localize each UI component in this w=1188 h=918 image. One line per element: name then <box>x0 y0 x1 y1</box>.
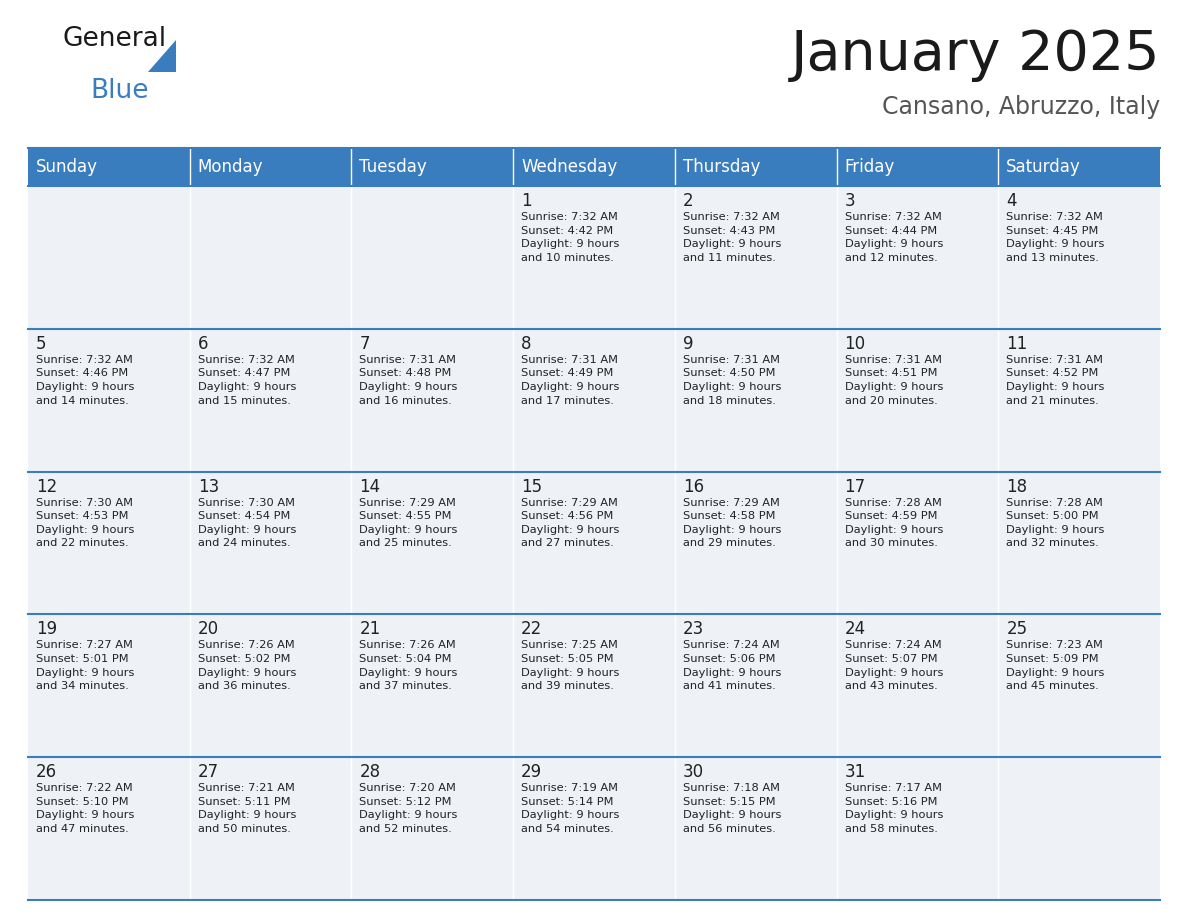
Text: 11: 11 <box>1006 335 1028 353</box>
Text: Sunrise: 7:24 AM
Sunset: 5:06 PM
Daylight: 9 hours
and 41 minutes.: Sunrise: 7:24 AM Sunset: 5:06 PM Dayligh… <box>683 641 782 691</box>
Text: Sunrise: 7:21 AM
Sunset: 5:11 PM
Daylight: 9 hours
and 50 minutes.: Sunrise: 7:21 AM Sunset: 5:11 PM Dayligh… <box>197 783 296 834</box>
Text: 3: 3 <box>845 192 855 210</box>
Text: 23: 23 <box>683 621 704 638</box>
Text: 2: 2 <box>683 192 694 210</box>
Text: Sunrise: 7:20 AM
Sunset: 5:12 PM
Daylight: 9 hours
and 52 minutes.: Sunrise: 7:20 AM Sunset: 5:12 PM Dayligh… <box>360 783 457 834</box>
Text: 28: 28 <box>360 763 380 781</box>
Text: 21: 21 <box>360 621 380 638</box>
Text: Sunrise: 7:29 AM
Sunset: 4:58 PM
Daylight: 9 hours
and 29 minutes.: Sunrise: 7:29 AM Sunset: 4:58 PM Dayligh… <box>683 498 782 548</box>
Text: Sunrise: 7:31 AM
Sunset: 4:50 PM
Daylight: 9 hours
and 18 minutes.: Sunrise: 7:31 AM Sunset: 4:50 PM Dayligh… <box>683 354 782 406</box>
Text: 15: 15 <box>522 477 542 496</box>
Bar <box>29 472 1159 614</box>
Polygon shape <box>148 40 176 72</box>
Text: Sunrise: 7:31 AM
Sunset: 4:49 PM
Daylight: 9 hours
and 17 minutes.: Sunrise: 7:31 AM Sunset: 4:49 PM Dayligh… <box>522 354 619 406</box>
Text: Sunrise: 7:31 AM
Sunset: 4:51 PM
Daylight: 9 hours
and 20 minutes.: Sunrise: 7:31 AM Sunset: 4:51 PM Dayligh… <box>845 354 943 406</box>
Text: 30: 30 <box>683 763 704 781</box>
Text: Sunrise: 7:29 AM
Sunset: 4:56 PM
Daylight: 9 hours
and 27 minutes.: Sunrise: 7:29 AM Sunset: 4:56 PM Dayligh… <box>522 498 619 548</box>
Text: 24: 24 <box>845 621 866 638</box>
Text: Sunrise: 7:17 AM
Sunset: 5:16 PM
Daylight: 9 hours
and 58 minutes.: Sunrise: 7:17 AM Sunset: 5:16 PM Dayligh… <box>845 783 943 834</box>
Text: Sunrise: 7:32 AM
Sunset: 4:45 PM
Daylight: 9 hours
and 13 minutes.: Sunrise: 7:32 AM Sunset: 4:45 PM Dayligh… <box>1006 212 1105 263</box>
Text: 1: 1 <box>522 192 532 210</box>
Text: Sunrise: 7:25 AM
Sunset: 5:05 PM
Daylight: 9 hours
and 39 minutes.: Sunrise: 7:25 AM Sunset: 5:05 PM Dayligh… <box>522 641 619 691</box>
Text: Sunrise: 7:32 AM
Sunset: 4:44 PM
Daylight: 9 hours
and 12 minutes.: Sunrise: 7:32 AM Sunset: 4:44 PM Dayligh… <box>845 212 943 263</box>
Text: 20: 20 <box>197 621 219 638</box>
Text: Sunrise: 7:31 AM
Sunset: 4:52 PM
Daylight: 9 hours
and 21 minutes.: Sunrise: 7:31 AM Sunset: 4:52 PM Dayligh… <box>1006 354 1105 406</box>
Text: Sunrise: 7:22 AM
Sunset: 5:10 PM
Daylight: 9 hours
and 47 minutes.: Sunrise: 7:22 AM Sunset: 5:10 PM Dayligh… <box>36 783 134 834</box>
Text: Sunrise: 7:27 AM
Sunset: 5:01 PM
Daylight: 9 hours
and 34 minutes.: Sunrise: 7:27 AM Sunset: 5:01 PM Dayligh… <box>36 641 134 691</box>
Text: Sunrise: 7:28 AM
Sunset: 4:59 PM
Daylight: 9 hours
and 30 minutes.: Sunrise: 7:28 AM Sunset: 4:59 PM Dayligh… <box>845 498 943 548</box>
Text: 25: 25 <box>1006 621 1028 638</box>
Text: 17: 17 <box>845 477 866 496</box>
Text: Sunrise: 7:30 AM
Sunset: 4:54 PM
Daylight: 9 hours
and 24 minutes.: Sunrise: 7:30 AM Sunset: 4:54 PM Dayligh… <box>197 498 296 548</box>
Text: 31: 31 <box>845 763 866 781</box>
Text: Tuesday: Tuesday <box>360 158 428 176</box>
Text: Sunrise: 7:32 AM
Sunset: 4:43 PM
Daylight: 9 hours
and 11 minutes.: Sunrise: 7:32 AM Sunset: 4:43 PM Dayligh… <box>683 212 782 263</box>
Text: Monday: Monday <box>197 158 264 176</box>
Text: Blue: Blue <box>90 78 148 104</box>
Text: Sunrise: 7:24 AM
Sunset: 5:07 PM
Daylight: 9 hours
and 43 minutes.: Sunrise: 7:24 AM Sunset: 5:07 PM Dayligh… <box>845 641 943 691</box>
Text: 13: 13 <box>197 477 219 496</box>
Bar <box>29 186 1159 329</box>
Text: January 2025: January 2025 <box>790 28 1159 82</box>
Bar <box>29 614 1159 757</box>
Bar <box>29 148 1159 186</box>
Text: Sunrise: 7:31 AM
Sunset: 4:48 PM
Daylight: 9 hours
and 16 minutes.: Sunrise: 7:31 AM Sunset: 4:48 PM Dayligh… <box>360 354 457 406</box>
Text: General: General <box>62 26 166 52</box>
Text: Sunrise: 7:26 AM
Sunset: 5:02 PM
Daylight: 9 hours
and 36 minutes.: Sunrise: 7:26 AM Sunset: 5:02 PM Dayligh… <box>197 641 296 691</box>
Text: 5: 5 <box>36 335 46 353</box>
Text: 8: 8 <box>522 335 532 353</box>
Text: Sunrise: 7:28 AM
Sunset: 5:00 PM
Daylight: 9 hours
and 32 minutes.: Sunrise: 7:28 AM Sunset: 5:00 PM Dayligh… <box>1006 498 1105 548</box>
Text: 19: 19 <box>36 621 57 638</box>
Text: Saturday: Saturday <box>1006 158 1081 176</box>
Text: 22: 22 <box>522 621 543 638</box>
Text: 10: 10 <box>845 335 866 353</box>
Text: Sunrise: 7:29 AM
Sunset: 4:55 PM
Daylight: 9 hours
and 25 minutes.: Sunrise: 7:29 AM Sunset: 4:55 PM Dayligh… <box>360 498 457 548</box>
Text: Thursday: Thursday <box>683 158 760 176</box>
Text: 6: 6 <box>197 335 208 353</box>
Text: Sunrise: 7:30 AM
Sunset: 4:53 PM
Daylight: 9 hours
and 22 minutes.: Sunrise: 7:30 AM Sunset: 4:53 PM Dayligh… <box>36 498 134 548</box>
Text: 12: 12 <box>36 477 57 496</box>
Text: Sunday: Sunday <box>36 158 97 176</box>
Text: 27: 27 <box>197 763 219 781</box>
Text: Sunrise: 7:32 AM
Sunset: 4:47 PM
Daylight: 9 hours
and 15 minutes.: Sunrise: 7:32 AM Sunset: 4:47 PM Dayligh… <box>197 354 296 406</box>
Text: Sunrise: 7:32 AM
Sunset: 4:42 PM
Daylight: 9 hours
and 10 minutes.: Sunrise: 7:32 AM Sunset: 4:42 PM Dayligh… <box>522 212 619 263</box>
Text: Sunrise: 7:32 AM
Sunset: 4:46 PM
Daylight: 9 hours
and 14 minutes.: Sunrise: 7:32 AM Sunset: 4:46 PM Dayligh… <box>36 354 134 406</box>
Text: Sunrise: 7:18 AM
Sunset: 5:15 PM
Daylight: 9 hours
and 56 minutes.: Sunrise: 7:18 AM Sunset: 5:15 PM Dayligh… <box>683 783 782 834</box>
Text: Wednesday: Wednesday <box>522 158 618 176</box>
Text: 14: 14 <box>360 477 380 496</box>
Text: 16: 16 <box>683 477 704 496</box>
Text: 7: 7 <box>360 335 369 353</box>
Text: Sunrise: 7:26 AM
Sunset: 5:04 PM
Daylight: 9 hours
and 37 minutes.: Sunrise: 7:26 AM Sunset: 5:04 PM Dayligh… <box>360 641 457 691</box>
Text: Sunrise: 7:23 AM
Sunset: 5:09 PM
Daylight: 9 hours
and 45 minutes.: Sunrise: 7:23 AM Sunset: 5:09 PM Dayligh… <box>1006 641 1105 691</box>
Bar <box>29 329 1159 472</box>
Text: Cansano, Abruzzo, Italy: Cansano, Abruzzo, Italy <box>881 95 1159 119</box>
Text: 29: 29 <box>522 763 542 781</box>
Text: 4: 4 <box>1006 192 1017 210</box>
Text: Friday: Friday <box>845 158 895 176</box>
Text: Sunrise: 7:19 AM
Sunset: 5:14 PM
Daylight: 9 hours
and 54 minutes.: Sunrise: 7:19 AM Sunset: 5:14 PM Dayligh… <box>522 783 619 834</box>
Text: 18: 18 <box>1006 477 1028 496</box>
Bar <box>29 757 1159 900</box>
Text: 9: 9 <box>683 335 694 353</box>
Text: 26: 26 <box>36 763 57 781</box>
